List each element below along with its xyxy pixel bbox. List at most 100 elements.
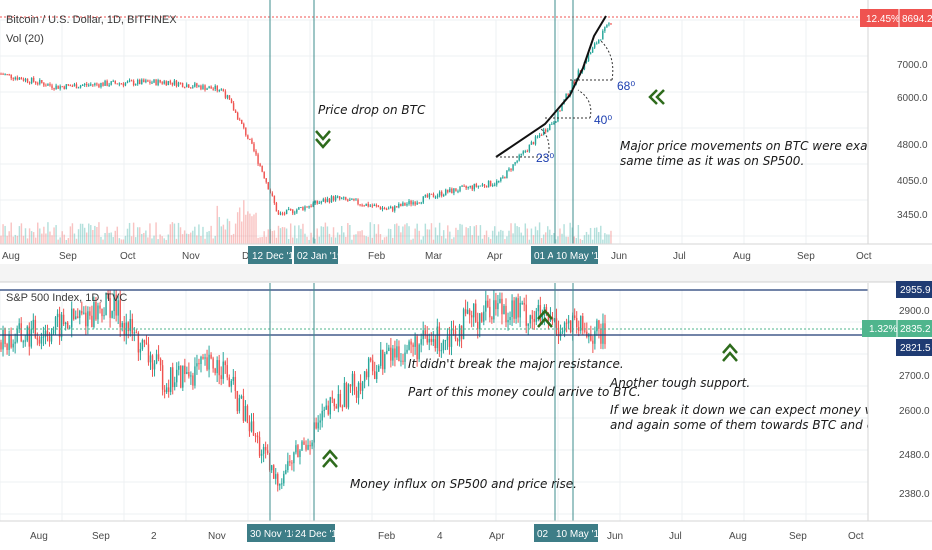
candle-body: [159, 358, 162, 366]
btc-left-arrow-icon[interactable]: [648, 89, 665, 105]
candle-body: [506, 170, 508, 179]
volume-bar: [334, 237, 337, 244]
btc-time-axis[interactable]: Aug Sep Oct Nov De Feb Mar Apr Jun Jul A…: [0, 243, 932, 264]
candle-body: [6, 343, 8, 350]
candle-body: [518, 155, 520, 161]
volume-bar: [500, 229, 502, 244]
volume-bar: [602, 239, 604, 244]
volume-bar: [18, 226, 21, 244]
volume-bar: [375, 233, 378, 244]
panel-separator[interactable]: [0, 264, 932, 282]
candle-body: [551, 123, 553, 125]
candle-body: [113, 294, 115, 312]
candle-body: [483, 311, 485, 322]
candle-body: [44, 330, 47, 337]
volume-bar: [314, 238, 316, 244]
volume-bar: [181, 234, 184, 244]
candle-body: [133, 332, 136, 334]
spx-time-axis[interactable]: Aug Sep 2 Nov Feb 4 Apr Jun Jul Aug Sep …: [0, 520, 932, 550]
candle-body: [453, 188, 455, 194]
candle-body: [275, 474, 277, 479]
candle-body: [519, 302, 521, 318]
volume-bar: [551, 234, 553, 244]
candle-body: [228, 95, 231, 100]
candle-body: [214, 368, 216, 374]
candle-body: [279, 483, 281, 486]
candle-body: [67, 84, 70, 86]
candle-body: [92, 84, 94, 86]
btc-price-axis[interactable]: 7000.0 6000.0 4800.0 4050.0 3450.0: [867, 0, 932, 244]
volume-bar: [283, 227, 286, 244]
volume-bar: [139, 227, 141, 244]
candle-body: [22, 79, 25, 81]
volume-bar: [491, 230, 494, 244]
spx-note-money-part: Part of this money could arrive to BTC.: [408, 385, 641, 399]
candle-body: [416, 336, 418, 360]
btc-chart-title: Bitcoin / U.S. Dollar, 1D, BITFINEX: [6, 14, 177, 26]
candle-body: [77, 87, 80, 89]
candle-body: [459, 186, 461, 192]
candle-body: [539, 305, 542, 321]
volume-bar: [65, 239, 68, 244]
candle-body: [485, 300, 487, 312]
candle-body: [448, 336, 451, 347]
svg-text:2955.9: 2955.9: [900, 285, 931, 296]
btc-panel: Bitcoin / U.S. Dollar, 1D, BITFINEX Vol …: [0, 0, 932, 264]
volume-bar: [538, 222, 541, 244]
candle-body: [438, 326, 441, 352]
spx-month-label: Feb: [378, 531, 396, 542]
candle-body: [485, 186, 488, 188]
candle-body: [73, 308, 75, 320]
volume-bar: [206, 231, 208, 244]
candle-body: [212, 358, 214, 369]
volume-bar: [149, 223, 151, 244]
volume-bar: [526, 228, 529, 244]
candle-body: [253, 143, 255, 151]
candle-body: [104, 80, 106, 86]
volume-bar: [112, 237, 114, 244]
volume-bar: [210, 225, 212, 244]
candle-body: [283, 213, 286, 215]
volume-bar: [451, 238, 453, 244]
candle-body: [252, 421, 255, 436]
spx-chart-title: S&P 500 Index, 1D, TVC: [6, 292, 127, 304]
volume-bar: [496, 235, 498, 244]
candle-body: [0, 342, 2, 350]
candle-body: [493, 300, 495, 320]
candle-body: [304, 206, 306, 210]
candle-body: [177, 82, 180, 87]
volume-bar: [355, 234, 357, 244]
candle-body: [382, 349, 384, 370]
candle-body: [509, 316, 511, 321]
candle-body: [463, 185, 465, 187]
candle-body: [266, 450, 269, 454]
volume-bar: [571, 227, 573, 244]
candle-body: [339, 394, 342, 407]
volume-bar: [351, 239, 353, 244]
spx-axis-tick: 2480.0: [899, 450, 930, 461]
candle-body: [501, 298, 503, 315]
candle-body: [198, 363, 200, 365]
volume-bar: [85, 232, 88, 244]
candle-body: [571, 81, 573, 91]
candle-body: [81, 311, 83, 314]
volume-bar: [504, 239, 506, 244]
spx-price-axis[interactable]: 2900.0 2700.0 2600.0 2480.0 2380.0: [867, 283, 932, 521]
volume-bar: [59, 237, 61, 244]
candle-body: [595, 43, 598, 45]
btc-down-arrow-icon: [315, 130, 331, 149]
btc-axis-tick: 6000.0: [897, 93, 928, 104]
volume-bar: [273, 230, 276, 244]
candle-body: [181, 83, 184, 88]
candle-body: [351, 373, 354, 387]
candle-body: [296, 209, 298, 213]
candle-body: [118, 83, 121, 85]
candle-body: [388, 347, 390, 351]
candle-body: [103, 315, 105, 317]
volume-bar: [324, 222, 327, 244]
candle-body: [438, 191, 441, 196]
volume-bar: [49, 231, 51, 244]
candle-body: [577, 70, 580, 80]
spx-level-badge-top: 2955.9: [896, 281, 932, 298]
candle-body: [95, 302, 97, 320]
